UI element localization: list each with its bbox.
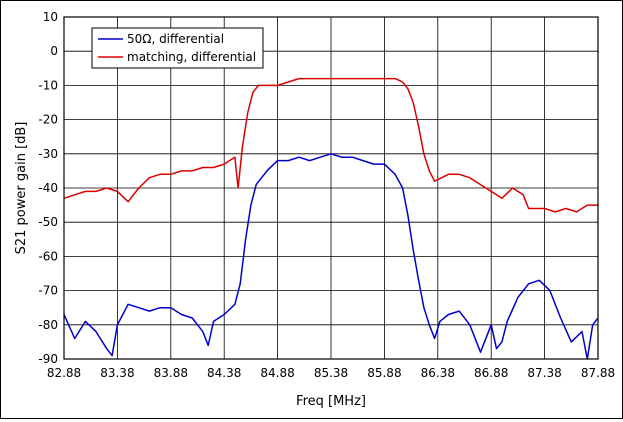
x-tick-label: 83.88 [154,366,188,380]
legend-box [91,27,264,69]
y-tick-label: -50 [38,215,58,229]
y-tick-label: -80 [38,318,58,332]
x-tick-label: 87.38 [527,366,561,380]
y-tick-label: -90 [38,352,58,366]
series-line-1 [63,153,599,360]
legend: 50Ω, differential matching, differential [91,27,264,69]
y-tick-label: 0 [50,44,58,58]
x-tick-label: 85.88 [367,366,401,380]
y-axis-title: S21 power gain [dB] [14,122,29,255]
y-tick-label: 10 [43,10,58,24]
y-tick-label: -60 [38,249,58,263]
y-tick-label: -20 [38,113,58,127]
legend-label-series-1: 50Ω, differential [127,32,224,46]
legend-label-series-2: matching, differential [127,50,256,64]
x-tick-label: 84.88 [260,366,294,380]
y-tick-label: -10 [38,78,58,92]
y-tick-label: -70 [38,284,58,298]
plot-border [63,16,599,360]
x-tick-label: 83.38 [100,366,134,380]
x-tick-label: 82.88 [47,366,81,380]
x-tick-label: 87.88 [581,366,615,380]
y-tick-label: -30 [38,147,58,161]
x-tick-label: 86.88 [474,366,508,380]
x-tick-label: 84.38 [207,366,241,380]
x-tick-label: 86.38 [421,366,455,380]
series-line-2 [63,77,598,213]
y-tick-label: -40 [38,181,58,195]
x-tick-label: 85.38 [314,366,348,380]
x-axis-title: Freq [MHz] [296,394,366,409]
